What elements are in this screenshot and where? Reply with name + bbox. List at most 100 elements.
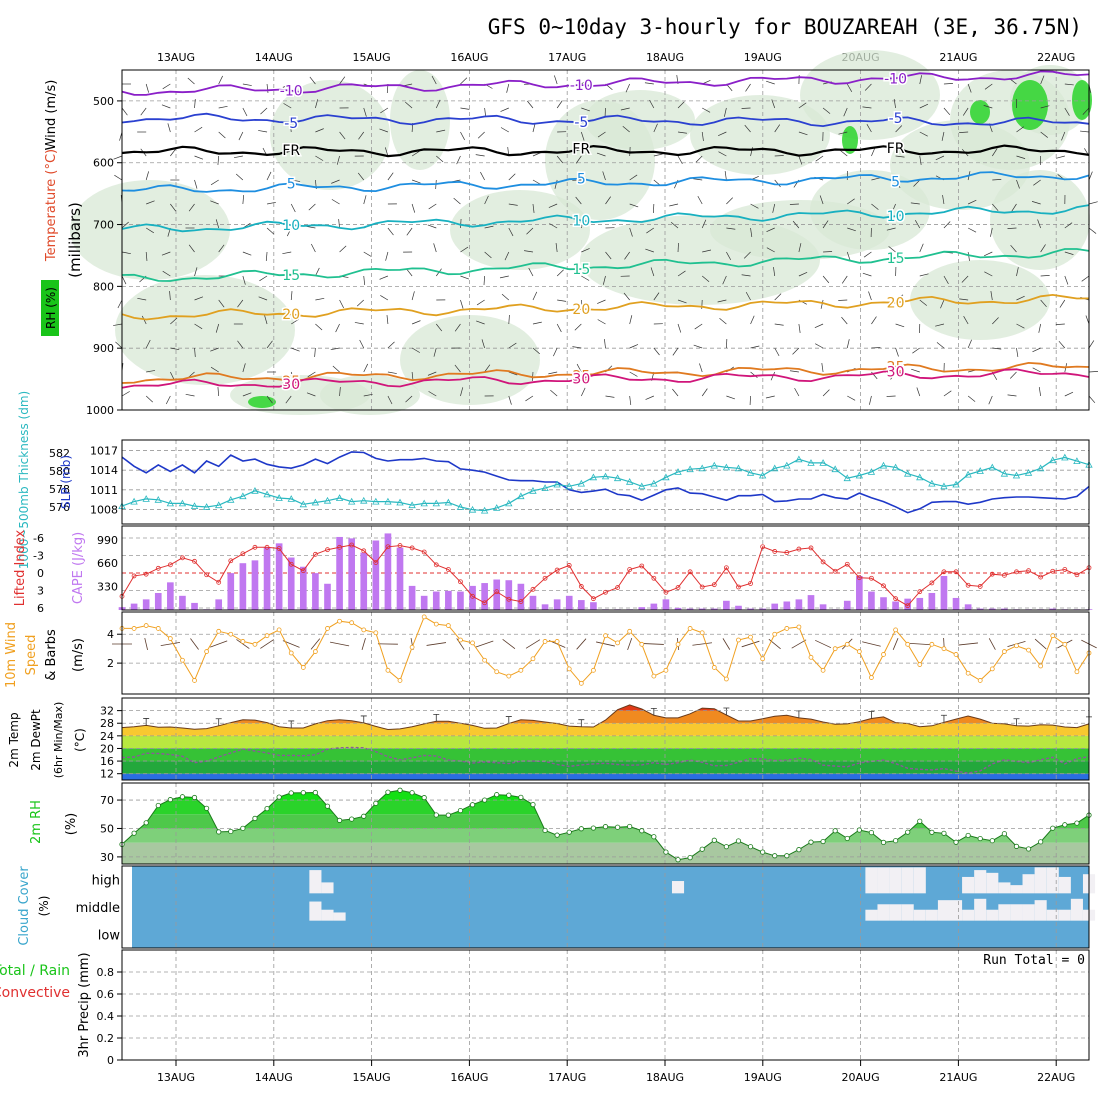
wind-speed-point	[325, 626, 330, 631]
wind-speed-point	[421, 614, 427, 620]
lifted-index-point	[953, 569, 959, 575]
wind-barb	[967, 227, 977, 233]
wind-speed-point	[977, 678, 983, 683]
wind-barb	[460, 246, 469, 253]
wind-barb	[1085, 315, 1090, 325]
thickness-point	[577, 479, 585, 487]
wind-speed-point	[433, 621, 439, 627]
isotherm-label: -5	[574, 115, 588, 131]
cape-bar	[843, 600, 851, 610]
wind-barb	[165, 395, 171, 405]
lifted-index-point	[433, 562, 439, 568]
wind-barb	[597, 319, 606, 325]
rh-point	[590, 825, 597, 831]
wind-speed-point	[470, 640, 475, 646]
lifted-index-point	[941, 569, 947, 575]
wind-barb	[910, 202, 920, 205]
thickness-point	[758, 471, 767, 479]
isotherm-label: -10	[570, 78, 593, 94]
wind-barb	[718, 151, 727, 157]
cape-bar	[590, 602, 597, 610]
thickness-point	[626, 477, 634, 485]
wind-barb	[145, 227, 154, 234]
temp-band	[122, 773, 1089, 780]
wind-speed-point	[240, 639, 246, 644]
panel-wind-10m: 2 4 10m Wind Speed & Barbs (m/s)	[4, 611, 1097, 695]
wind-barb	[943, 107, 951, 116]
wind-barb	[387, 371, 397, 374]
rh-point	[1074, 820, 1080, 826]
rh-point	[989, 838, 995, 844]
cloud-cell-middle	[986, 909, 999, 921]
isotherm-line	[121, 70, 1090, 96]
wind-barb	[289, 123, 292, 133]
wind-barb	[217, 387, 220, 397]
wind-speed-point	[965, 670, 971, 676]
wind-barb	[677, 299, 687, 304]
wind-barb	[338, 219, 340, 229]
wind-barb	[411, 291, 415, 301]
thickness-point	[529, 486, 537, 494]
cape-bar	[747, 608, 754, 610]
thickness-point	[807, 459, 815, 466]
rh-point	[264, 805, 270, 812]
wind-speed-point	[482, 657, 488, 663]
wind-barb-10m	[310, 638, 321, 650]
wind-barb	[527, 100, 534, 109]
lifted-index-point	[131, 573, 137, 579]
wind-barb	[1040, 275, 1050, 277]
wind-barb	[161, 251, 171, 256]
wind-barb	[235, 173, 244, 181]
rh-point	[324, 803, 331, 809]
wind-barb	[838, 131, 848, 135]
thickness-point	[686, 465, 694, 473]
wind-speed-point	[337, 618, 342, 624]
wind-barb	[356, 299, 364, 307]
thickness-point	[988, 463, 996, 471]
wind-barb	[988, 395, 993, 405]
wind-barb	[629, 227, 633, 237]
minmax-whisker	[650, 707, 657, 716]
wind-barb	[743, 251, 751, 259]
li-tick-label: -6	[33, 532, 44, 545]
rh-point	[941, 830, 947, 836]
cloud-cell-middle	[889, 904, 902, 921]
rh-shade	[390, 70, 450, 170]
cape-bar	[783, 601, 791, 610]
rh-point	[554, 832, 560, 838]
slp-line	[121, 451, 1090, 514]
wind-barb	[653, 153, 663, 157]
wind-barb	[694, 323, 703, 330]
lifted-index-point	[397, 543, 403, 548]
isotherm-label: 15	[572, 262, 590, 278]
wind-barb	[1040, 244, 1046, 253]
thickness-point	[202, 503, 211, 510]
lifted-index-point	[276, 546, 282, 551]
isotherm-label: FR	[282, 143, 300, 159]
wind-barb	[113, 323, 123, 326]
y-tick-label: 1000	[86, 404, 114, 417]
wind-barb	[984, 83, 993, 90]
lifted-index-point	[591, 596, 596, 602]
wind-barb	[624, 251, 630, 260]
panel-frame	[121, 865, 1090, 949]
wind-barb	[645, 395, 654, 400]
rh-point	[445, 812, 451, 818]
cloud-cell-middle	[949, 900, 963, 921]
y-tick-label: 30	[100, 851, 114, 864]
wind-barb	[1040, 131, 1048, 138]
rh-point	[361, 813, 367, 819]
wind-barb	[483, 275, 485, 286]
rh-band	[122, 842, 1089, 864]
cloud-level-label: low	[98, 928, 121, 943]
cape-bar	[263, 547, 271, 610]
wind-barb-10m	[958, 642, 979, 646]
wind-barb	[701, 131, 704, 141]
date-label-bottom: 17AUG	[548, 1071, 586, 1084]
wind-barb	[822, 389, 830, 397]
lifted-index-point	[820, 559, 826, 565]
lifted-index-point	[337, 544, 342, 550]
wind-barb	[890, 371, 896, 380]
